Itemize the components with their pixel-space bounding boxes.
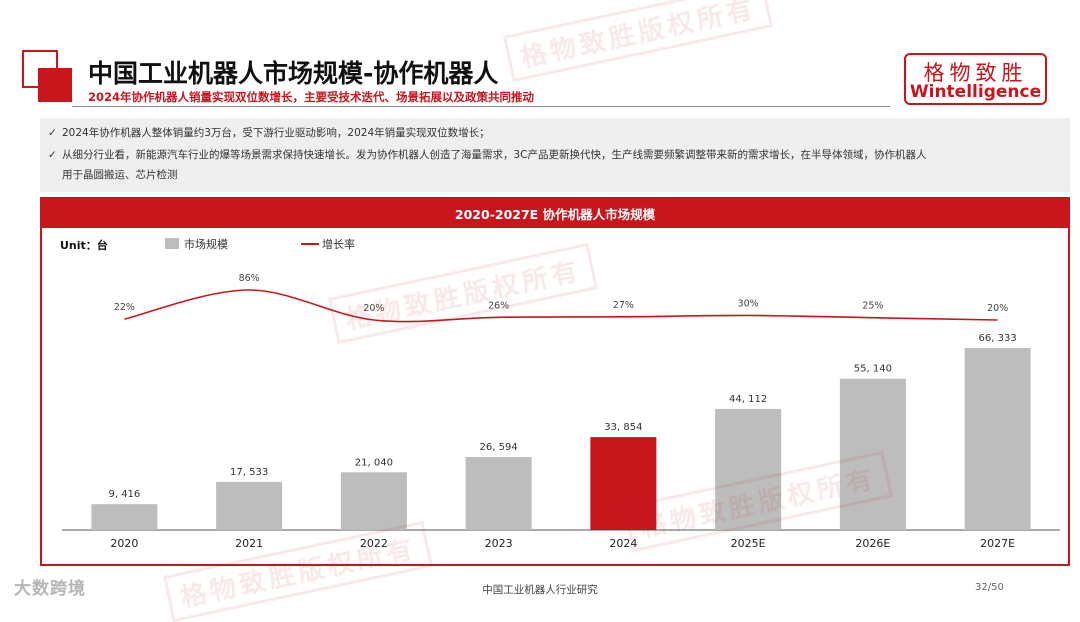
x-tick-label: 2020 — [110, 537, 138, 550]
growth-rate-label: 27% — [613, 300, 634, 311]
bar-2027E — [964, 348, 1031, 530]
bar-value-label: 17, 533 — [230, 467, 268, 478]
legend-line-label: 增长率 — [322, 238, 355, 251]
summary-bullet: ✓ 从细分行业看，新能源汽车行业的爆等场景需求保持快速增长。发为协作机器人创造了海… — [48, 146, 927, 165]
growth-rate-label: 86% — [239, 273, 260, 284]
growth-rate-line — [124, 289, 998, 323]
x-tick-label: 2025E — [731, 537, 766, 550]
growth-rate-label: 30% — [738, 298, 759, 309]
brand-logo-en: Wintelligence — [909, 82, 1042, 102]
footer-title: 中国工业机器人行业研究 — [482, 584, 598, 596]
page-title: 中国工业机器人市场规模-协作机器人 — [88, 59, 499, 88]
source-logo: 大数跨境 — [14, 579, 86, 599]
chart-title: 2020-2027E 协作机器人市场规模 — [454, 207, 656, 222]
x-tick-label: 2024 — [609, 537, 637, 550]
x-tick-label: 2027E — [980, 537, 1015, 550]
legend-bar-label: 市场规模 — [184, 238, 228, 251]
page-number: 32/50 — [975, 582, 1004, 593]
check-icon: ✓ — [48, 127, 57, 139]
legend-bar-swatch — [165, 238, 179, 249]
bar-value-label: 55, 140 — [854, 364, 892, 375]
header-divider — [72, 106, 890, 107]
bar-2024 — [590, 437, 657, 530]
x-tick-label: 2026E — [855, 537, 890, 550]
chart-plot: 9, 416 2020 17, 533 2021 21, 040 2022 26, 594 2… — [62, 273, 1060, 550]
bar-2022 — [340, 472, 407, 530]
bar-value-label: 26, 594 — [480, 442, 518, 453]
growth-rate-label: 26% — [488, 300, 509, 311]
bar-2026E — [839, 378, 906, 530]
legend-line-swatch — [301, 243, 319, 245]
bar-value-label: 21, 040 — [355, 457, 393, 468]
bar-2020 — [91, 504, 158, 530]
bar-value-label: 66, 333 — [979, 333, 1017, 344]
brand-logo-cn: 格物致胜 — [923, 61, 1028, 85]
bar-2021 — [216, 481, 283, 530]
bar-2023 — [465, 457, 532, 530]
bar-value-label: 9, 416 — [108, 489, 140, 500]
growth-rate-label: 25% — [862, 301, 883, 312]
brand-logo: 格物致胜 Wintelligence — [904, 53, 1047, 105]
chart-frame — [40, 228, 1070, 566]
summary-bullet-continued: 用于晶圆搬运、芯片检测 — [62, 169, 178, 181]
bar-value-label: 33, 854 — [604, 422, 642, 433]
growth-rate-label: 20% — [363, 303, 384, 314]
summary-bullet: ✓ 2024年协作机器人整体销量约3万台，受下游行业驱动影响，2024年销量实现双… — [48, 124, 490, 143]
chart-header: 2020-2027E 协作机器人市场规模 — [40, 197, 1070, 228]
x-tick-label: 2023 — [485, 537, 513, 550]
growth-rate-label: 22% — [114, 302, 135, 313]
unit-label: Unit：台 — [60, 239, 108, 252]
page-subtitle: 2024年协作机器人销量实现双位数增长，主要受技术迭代、场景拓展以及政策共同推动 — [88, 90, 535, 104]
x-tick-label: 2022 — [360, 537, 388, 550]
growth-rate-label: 20% — [987, 303, 1008, 314]
bar-value-label: 44, 112 — [729, 394, 767, 405]
bar-2025E — [715, 408, 782, 530]
x-tick-label: 2021 — [235, 537, 263, 550]
check-icon: ✓ — [48, 149, 57, 161]
header-decoration — [38, 68, 72, 102]
summary-box: ✓ 2024年协作机器人整体销量约3万台，受下游行业驱动影响，2024年销量实现双… — [40, 118, 1070, 192]
